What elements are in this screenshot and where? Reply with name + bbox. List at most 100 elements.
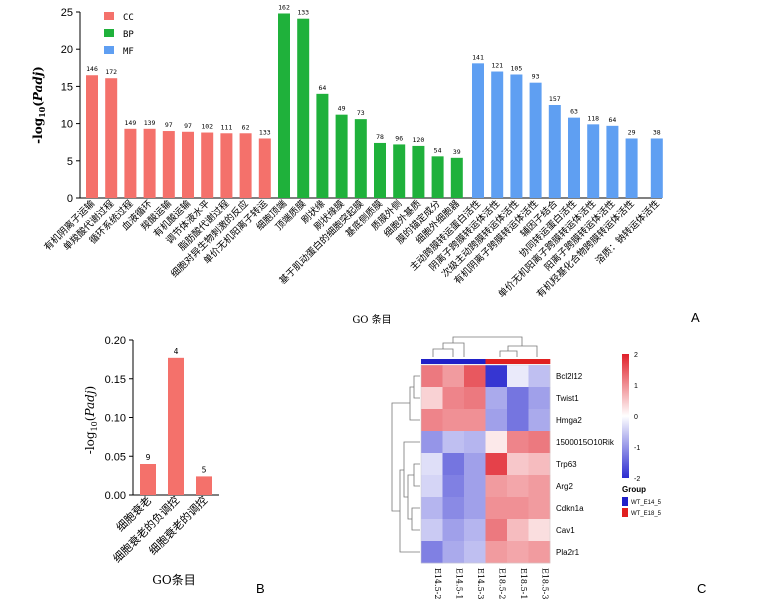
panel-b-data-label: 5 [202, 465, 207, 474]
panel-b-data-label: 9 [146, 453, 151, 462]
heatmap-cell [442, 519, 465, 542]
panel-a-data-label: 49 [338, 105, 346, 113]
heatmap-row-label: Bcl2l12 [556, 372, 583, 381]
panel-a-bar [86, 75, 98, 198]
heatmap-cell [485, 497, 508, 520]
heatmap-cell [464, 453, 486, 476]
panel-a-bar [335, 114, 348, 198]
panel-a-data-label: 120 [413, 136, 425, 144]
color-scale-tick-label: 1 [634, 383, 638, 390]
panel-a-y-tick-label: 5 [67, 156, 73, 168]
heatmap-cell [507, 519, 529, 542]
panel-a-data-label: 97 [165, 121, 173, 129]
panel-b-y-tick-label: 0.10 [105, 413, 126, 425]
panel-a-bar [606, 125, 619, 198]
panel-a-data-label: 172 [105, 68, 117, 76]
panel-a-data-label: 146 [86, 65, 98, 73]
heatmap-cell [485, 365, 508, 388]
column-group-bar [485, 359, 508, 364]
heatmap-cell [507, 431, 529, 454]
panel-a-legend-label: MF [123, 47, 134, 57]
group-legend-title: Group [622, 485, 646, 494]
heatmap-cell [528, 519, 551, 542]
heatmap-row-label: Hmga2 [556, 416, 582, 425]
panel-a-y-tick-label: 0 [67, 193, 73, 205]
panel-a-data-label: 38 [653, 128, 661, 136]
heatmap-row-label: Cdkn1a [556, 504, 584, 513]
panel-a-bar [220, 133, 233, 198]
heatmap-cell [442, 387, 465, 410]
heatmap-cell [421, 387, 443, 410]
panel-a-bar [374, 142, 386, 198]
color-scale-tick-label: 0 [634, 414, 638, 421]
heatmap-cell [528, 541, 551, 564]
group-legend-swatch [622, 497, 628, 506]
heatmap-cell [442, 497, 465, 520]
panel-a-y-tick-label: 15 [61, 81, 73, 93]
heatmap-cell [442, 475, 465, 498]
column-group-bar [528, 359, 551, 364]
heatmap-cell [421, 475, 443, 498]
heatmap-row-label: Cav1 [556, 526, 575, 535]
panel-a-data-label: 93 [532, 73, 540, 81]
heatmap-cell [421, 541, 443, 564]
panel-a-y-axis-title: -log10(Padj) [31, 66, 47, 144]
panel-label-c: C [697, 581, 706, 596]
panel-a-legend-swatch [104, 12, 114, 20]
panel-a-data-label: 111 [221, 123, 233, 131]
panel-a-data-label: 133 [297, 9, 309, 17]
panel-a-bar [143, 128, 156, 198]
panel-a-y-tick-label: 10 [61, 119, 73, 131]
panel-b-bar [196, 476, 212, 495]
heatmap-cell [528, 387, 551, 410]
heatmap-row-label: 1500015O10Rik [556, 438, 615, 447]
panel-b-bar [168, 357, 184, 495]
panel-a-data-label: 64 [318, 84, 326, 92]
heatmap-row-label: Twist1 [556, 394, 579, 403]
heatmap-cell [507, 453, 529, 476]
group-legend-label: WT_E18_5 [631, 511, 662, 517]
heatmap-cell [528, 453, 551, 476]
group-legend-swatch [622, 508, 628, 517]
panel-a-data-label: 78 [376, 133, 384, 141]
color-scale-tick-label: -2 [634, 476, 640, 483]
panel-a-bar [258, 138, 271, 198]
panel-a-bar [548, 105, 561, 198]
heatmap-cell [485, 541, 508, 564]
panel-a-data-label: 96 [395, 134, 403, 142]
panel-a-bar [162, 131, 175, 198]
panel-a-y-tick-label: 25 [61, 7, 73, 19]
heatmap-cell [464, 475, 486, 498]
heatmap-cell [442, 431, 465, 454]
panel-a-chart: 0 5 10 15 20 25 146 172 149 139 97 97 102 111 62 133 16… [31, 3, 700, 326]
panel-a-data-label: 121 [491, 62, 503, 70]
heatmap-cell [421, 365, 443, 388]
heatmap-cell [421, 519, 443, 542]
heatmap-cell [421, 409, 443, 432]
panel-a-bar [201, 132, 214, 198]
color-scale-bar [622, 354, 629, 478]
heatmap-cell [507, 365, 529, 388]
heatmap-row-label: Arg2 [556, 482, 573, 491]
column-group-bar [442, 359, 465, 364]
heatmap-cell [464, 409, 486, 432]
panel-b-y-tick-label: 0.05 [105, 451, 126, 463]
heatmap-border [420, 364, 551, 564]
panel-a-data-label: 64 [608, 116, 616, 124]
heatmap-cell [485, 387, 508, 410]
heatmap-cell [528, 475, 551, 498]
heatmap-cell [442, 409, 465, 432]
heatmap-column-label: E14.5-1 [454, 568, 463, 599]
heatmap-cell [442, 365, 465, 388]
heatmap-cell [507, 541, 529, 564]
panel-b-y-axis-title: -log10(Padj) [83, 386, 99, 454]
heatmap-cell [442, 541, 465, 564]
panel-a-bar [450, 157, 463, 198]
column-group-bar [421, 359, 443, 364]
heatmap-cell [528, 365, 551, 388]
panel-b-bar [140, 464, 156, 495]
panel-a-bar [105, 78, 118, 198]
panel-b-y-tick-label: 0.00 [105, 490, 126, 502]
panel-a-bar [412, 145, 425, 198]
